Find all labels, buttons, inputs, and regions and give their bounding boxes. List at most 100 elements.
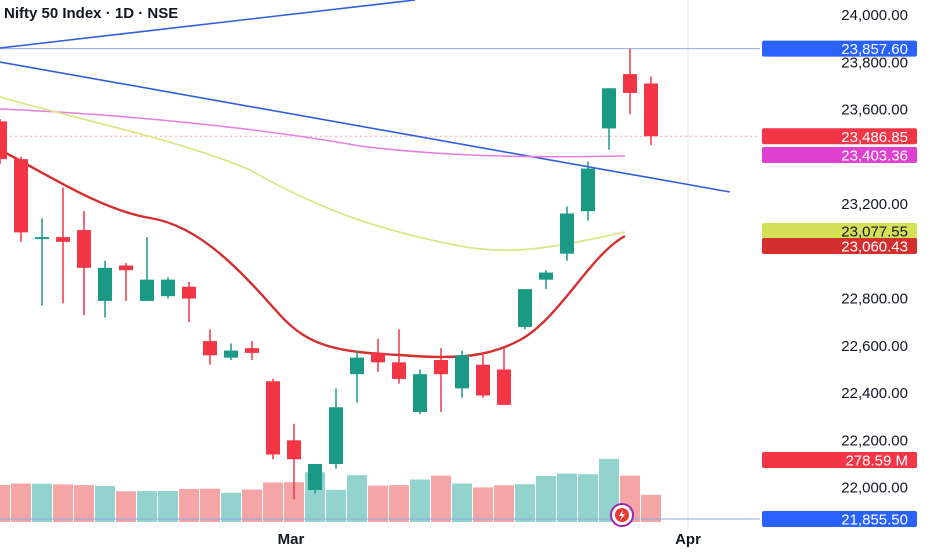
price-tick-label[interactable]: 22,000.00 bbox=[841, 480, 908, 497]
volume-bars bbox=[0, 458, 661, 522]
volume-bar bbox=[494, 485, 514, 522]
price-label-text: 278.59 M bbox=[845, 453, 908, 470]
price-label-bg bbox=[762, 128, 917, 145]
chart-title: Nifty 50 Index · 1D · NSE bbox=[4, 5, 178, 22]
volume-bar bbox=[116, 491, 136, 522]
candle-body bbox=[581, 168, 595, 212]
price-label-tag: 23,077.55 bbox=[762, 223, 917, 241]
volume-bar bbox=[578, 474, 598, 522]
time-axis[interactable]: Mar Apr bbox=[278, 531, 701, 548]
volume-bar bbox=[326, 489, 346, 522]
volume-bar bbox=[284, 482, 304, 522]
volume-bar bbox=[557, 473, 577, 522]
volume-bar bbox=[347, 475, 367, 522]
price-tick-label[interactable]: 22,400.00 bbox=[841, 385, 908, 402]
price-tick-label[interactable]: 22,600.00 bbox=[841, 338, 908, 355]
candle-body bbox=[560, 213, 574, 254]
candle-body bbox=[539, 272, 553, 280]
ema-mid-line bbox=[0, 96, 626, 252]
price-label-bg bbox=[762, 452, 917, 468]
price-label-bg bbox=[762, 223, 917, 239]
upper-trendline bbox=[0, 0, 416, 49]
candle-body bbox=[0, 121, 7, 160]
candle-body bbox=[455, 355, 469, 389]
candle-body bbox=[161, 279, 175, 297]
price-tick-label[interactable]: 23,600.00 bbox=[841, 102, 908, 119]
candle-body bbox=[266, 381, 280, 455]
candle-body bbox=[434, 359, 448, 375]
price-axis[interactable]: 24,000.00 23,800.00 23,600.00 23,200.00 22,8… bbox=[841, 7, 908, 497]
price-tick-label[interactable]: 22,800.00 bbox=[841, 291, 908, 308]
candle-body bbox=[371, 352, 385, 363]
price-label-text: 23,403.36 bbox=[841, 148, 908, 165]
candle-body bbox=[119, 265, 133, 271]
candle-body bbox=[56, 237, 70, 242]
lower-trendline bbox=[0, 61, 731, 193]
volume-bar bbox=[137, 491, 157, 522]
volume-bar bbox=[74, 485, 94, 522]
candle-body bbox=[35, 237, 49, 240]
price-label-tag: 23,060.43 bbox=[762, 238, 917, 256]
volume-bar bbox=[11, 483, 31, 522]
time-tick-label[interactable]: Apr bbox=[675, 531, 701, 548]
volume-bar bbox=[0, 484, 10, 522]
candle-body bbox=[224, 350, 238, 358]
price-label-tag: 23,857.60 bbox=[762, 40, 917, 58]
time-tick-label[interactable]: Mar bbox=[278, 531, 305, 548]
candle-body bbox=[98, 267, 112, 301]
volume-bar bbox=[53, 484, 73, 522]
candle-body bbox=[77, 230, 91, 268]
volume-bar bbox=[515, 484, 535, 522]
volume-bar bbox=[263, 482, 283, 522]
volume-bar bbox=[158, 490, 178, 522]
volume-bar bbox=[221, 492, 241, 522]
candle-body bbox=[518, 289, 532, 327]
price-label-tag: 278.59 M bbox=[762, 452, 917, 470]
price-tick-label[interactable]: 22,200.00 bbox=[841, 432, 908, 449]
price-label-tag: 21,855.50 bbox=[762, 511, 917, 529]
price-label-text: 21,855.50 bbox=[841, 512, 908, 529]
ema-long-line bbox=[0, 108, 626, 158]
volume-bar bbox=[32, 483, 52, 522]
price-label-text: 23,077.55 bbox=[841, 224, 908, 241]
candle-body bbox=[308, 463, 322, 490]
candle-body bbox=[245, 348, 259, 353]
candle-body bbox=[14, 159, 28, 233]
price-tick-label[interactable]: 24,000.00 bbox=[841, 7, 908, 24]
candle-body bbox=[476, 364, 490, 396]
price-labels: 23,857.60 23,486.85 23,403.36 23,077.5523,0… bbox=[762, 40, 917, 529]
candle-body bbox=[140, 279, 154, 301]
price-tick-label[interactable]: 23,800.00 bbox=[841, 54, 908, 71]
candle-body bbox=[350, 357, 364, 375]
candles bbox=[0, 48, 658, 500]
volume-bar bbox=[536, 475, 556, 522]
candle-body bbox=[602, 88, 616, 129]
price-label-tag: 23,486.85 bbox=[762, 128, 917, 146]
volume-bar bbox=[242, 489, 262, 522]
volume-bar bbox=[368, 485, 388, 522]
candle-body bbox=[623, 74, 637, 93]
price-label-tag: 23,403.36 bbox=[762, 147, 917, 165]
price-label-bg bbox=[762, 40, 917, 57]
lightning-bolt bbox=[619, 510, 625, 521]
volume-bar bbox=[431, 475, 451, 522]
volume-bar bbox=[179, 489, 199, 522]
volume-bar bbox=[95, 486, 115, 522]
price-label-bg bbox=[762, 511, 917, 527]
price-tick-label[interactable]: 23,200.00 bbox=[841, 196, 908, 213]
volume-bar bbox=[389, 485, 409, 522]
indicator-lines bbox=[0, 0, 760, 530]
candle-body bbox=[203, 341, 217, 356]
price-label-text: 23,857.60 bbox=[841, 41, 908, 58]
price-label-bg bbox=[762, 238, 917, 254]
volume-bar bbox=[641, 494, 661, 522]
lightning-badge[interactable] bbox=[610, 503, 634, 527]
candle-body bbox=[392, 362, 406, 379]
price-label-text: 23,486.85 bbox=[841, 129, 908, 146]
ema-short-line bbox=[0, 148, 626, 359]
candle-body bbox=[287, 440, 301, 460]
candle-body bbox=[413, 374, 427, 412]
candle-body bbox=[182, 286, 196, 299]
